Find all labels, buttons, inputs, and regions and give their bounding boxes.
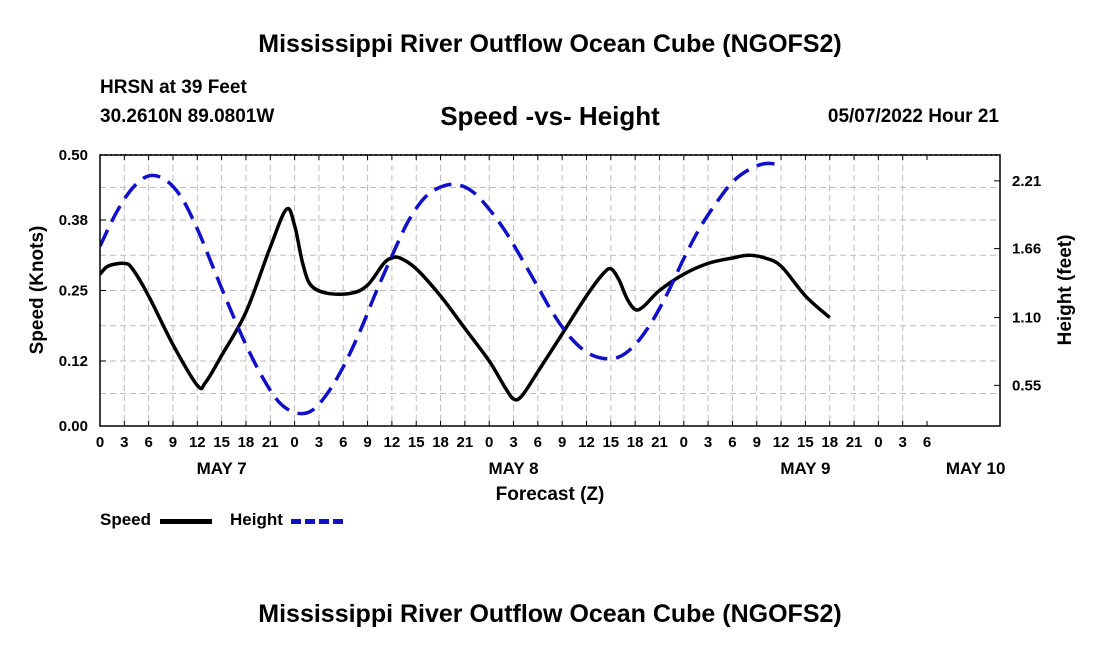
y-tick-label: 0.38 — [59, 212, 88, 229]
chart-axes: 0 3 6 9 12 15 18 21 0 3 6 9 12 15 18 21 0 3 6 9 12 15 18 21 0 3 6 9… — [59, 147, 1041, 478]
x-tick-label: 6 — [728, 434, 736, 451]
x-tick-label: 21 — [262, 434, 279, 451]
x-tick-label: 9 — [363, 434, 371, 451]
x-tick-label: 18 — [821, 434, 838, 451]
x-tick-label: 6 — [534, 434, 542, 451]
x-tick-label: 12 — [578, 434, 595, 451]
x-tick-label: 18 — [627, 434, 644, 451]
x-tick-label: 0 — [874, 434, 882, 451]
x-tick-label: 3 — [704, 434, 712, 451]
series-line-height — [100, 161, 782, 416]
y2-tick-label: 0.55 — [1012, 377, 1041, 394]
x-tick-label: 12 — [189, 434, 206, 451]
x-tick-label: 21 — [846, 434, 863, 451]
y2-axis-title: Height (feet) — [1055, 235, 1076, 346]
x-tick-label: 3 — [315, 434, 323, 451]
x-tick-label: 18 — [432, 434, 449, 451]
x-tick-label: 15 — [797, 434, 814, 451]
station-label: HRSN at 39 Feet — [100, 77, 247, 98]
x-tick-label: 15 — [408, 434, 425, 451]
y-tick-label: 0.12 — [59, 353, 88, 370]
x-tick-label: 18 — [238, 434, 255, 451]
y2-tick-label: 1.10 — [1012, 310, 1041, 327]
x-tick-label: 21 — [457, 434, 474, 451]
x-tick-label: 9 — [558, 434, 566, 451]
x-tick-label: 0 — [290, 434, 298, 451]
x-day-label: MAY 10 — [946, 459, 1006, 478]
y-tick-label: 0.25 — [59, 283, 88, 300]
x-tick-label: 12 — [384, 434, 401, 451]
x-tick-label: 6 — [144, 434, 152, 451]
x-tick-label: 21 — [651, 434, 668, 451]
x-tick-label: 9 — [753, 434, 761, 451]
x-tick-label: 0 — [680, 434, 688, 451]
y-tick-label: 0.50 — [59, 147, 88, 164]
legend-speed-swatch — [160, 519, 212, 524]
x-day-label: MAY 7 — [197, 459, 247, 478]
x-tick-label: 15 — [602, 434, 619, 451]
x-tick-label: 15 — [213, 434, 230, 451]
y2-tick-label: 2.21 — [1012, 173, 1041, 190]
legend-height-label: Height — [230, 510, 283, 529]
legend-speed-label: Speed — [100, 510, 152, 529]
x-tick-label: 3 — [509, 434, 517, 451]
x-tick-label: 3 — [899, 434, 907, 451]
x-day-label: MAY 9 — [780, 459, 830, 478]
x-tick-label: 12 — [773, 434, 790, 451]
x-tick-label: 6 — [339, 434, 347, 451]
x-tick-label: 9 — [169, 434, 177, 451]
chart-subtitle: Speed -vs- Height — [440, 101, 660, 131]
forecast-datetime: 05/07/2022 Hour 21 — [827, 106, 999, 127]
x-tick-label: 0 — [96, 434, 104, 451]
station-coordinates: 30.2610N 89.0801W — [100, 106, 275, 127]
x-tick-label: 0 — [485, 434, 493, 451]
x-axis-title: Forecast (Z) — [496, 484, 605, 505]
series-line-speed — [100, 206, 831, 402]
chart-bottom-title: Mississippi River Outflow Ocean Cube (NG… — [258, 600, 842, 628]
y-axis-title: Speed (Knots) — [27, 226, 48, 355]
chart-grid — [100, 154, 1000, 426]
legend-height-swatch — [291, 519, 343, 524]
chart-main-title: Mississippi River Outflow Ocean Cube (NG… — [258, 30, 842, 58]
y-tick-label: 0.00 — [59, 418, 88, 435]
x-tick-label: 6 — [923, 434, 931, 451]
chart-series — [100, 161, 831, 416]
x-day-label: MAY 8 — [488, 459, 538, 478]
x-tick-label: 3 — [120, 434, 128, 451]
y2-tick-label: 1.66 — [1012, 241, 1041, 258]
